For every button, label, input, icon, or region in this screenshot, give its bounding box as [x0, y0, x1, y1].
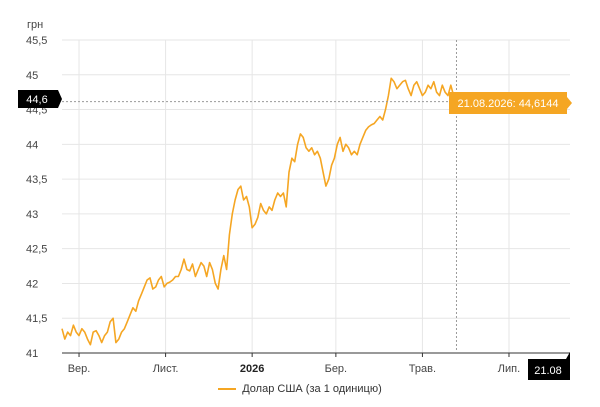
- legend-label: Долар США (за 1 одиницю): [242, 383, 382, 395]
- legend[interactable]: Долар США (за 1 одиницю): [0, 383, 600, 395]
- x-tick-label: Бер.: [325, 363, 348, 375]
- current-value-label: 44,6: [26, 94, 47, 106]
- crosshair-overlay: 44,6 21.08.2026: 44,6144 21.08: [18, 40, 572, 380]
- x-tick-labels: Вер. Лист. 2026 Бер. Трав. Лип.: [68, 363, 520, 375]
- x-tick-label: Лип.: [498, 363, 520, 375]
- y-tick-label: 43: [26, 209, 38, 221]
- x-tick-label: Трав.: [409, 363, 436, 375]
- y-tick-label: 45: [26, 70, 38, 82]
- grid-layer: [62, 39, 570, 357]
- y-tick-label: 45,5: [26, 35, 47, 47]
- y-tick-label: 41,5: [26, 313, 47, 325]
- series-layer: [61, 77, 458, 346]
- y-tick-label: 44: [26, 139, 38, 151]
- x-tick-label: 2026: [240, 363, 264, 375]
- current-date-label: 21.08: [534, 365, 562, 377]
- y-tick-label: 42: [26, 278, 38, 290]
- y-tick-label: 42,5: [26, 244, 47, 256]
- y-tick-label: 43,5: [26, 174, 47, 186]
- current-value-marker: [18, 90, 62, 108]
- legend-swatch: [218, 388, 237, 390]
- y-axis-unit-label: грн: [27, 19, 43, 31]
- series-line[interactable]: [61, 77, 458, 346]
- y-tick-label: 41: [26, 348, 38, 360]
- hover-tooltip-text: 21.08.2026: 44,6144: [458, 98, 559, 110]
- current-date-marker: [528, 352, 570, 380]
- x-tick-label: Вер.: [68, 363, 91, 375]
- x-tick-label: Лист.: [153, 363, 179, 375]
- hover-tooltip: [449, 92, 572, 114]
